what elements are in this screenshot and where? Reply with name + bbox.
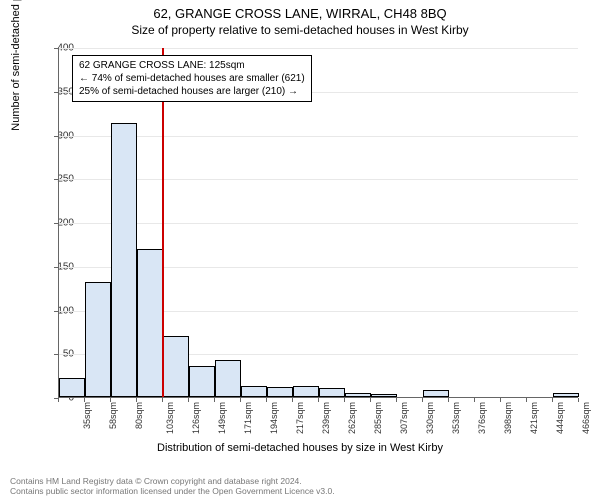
annotation-box: 62 GRANGE CROSS LANE: 125sqm ← 74% of se… bbox=[72, 55, 312, 102]
x-tick-label: 353sqm bbox=[451, 402, 461, 434]
x-tick-label: 444sqm bbox=[555, 402, 565, 434]
x-tick-label: 58sqm bbox=[108, 402, 118, 429]
x-tick-label: 149sqm bbox=[217, 402, 227, 434]
histogram-bar bbox=[111, 123, 137, 397]
histogram-bar bbox=[553, 393, 579, 397]
x-tick-label: 376sqm bbox=[477, 402, 487, 434]
histogram-bar bbox=[241, 386, 267, 397]
x-tick-label: 194sqm bbox=[269, 402, 279, 434]
x-tick-label: 285sqm bbox=[373, 402, 383, 434]
footer-line-1: Contains HM Land Registry data © Crown c… bbox=[10, 476, 335, 486]
chart-title: 62, GRANGE CROSS LANE, WIRRAL, CH48 8BQ bbox=[0, 0, 600, 21]
histogram-bar bbox=[59, 378, 85, 397]
histogram-bar bbox=[85, 282, 111, 398]
histogram-bar bbox=[345, 393, 371, 397]
histogram-bar bbox=[293, 386, 319, 397]
x-tick-label: 466sqm bbox=[581, 402, 591, 434]
x-tick-label: 35sqm bbox=[82, 402, 92, 429]
histogram-bar bbox=[371, 394, 397, 398]
histogram-bar bbox=[423, 390, 449, 397]
x-tick-label: 307sqm bbox=[399, 402, 409, 434]
x-axis-label: Distribution of semi-detached houses by … bbox=[0, 442, 600, 454]
x-tick-label: 171sqm bbox=[243, 402, 253, 434]
x-tick-label: 421sqm bbox=[529, 402, 539, 434]
histogram-bar bbox=[189, 366, 215, 398]
histogram-bar bbox=[267, 387, 293, 398]
annotation-line-1: 62 GRANGE CROSS LANE: 125sqm bbox=[79, 59, 305, 72]
histogram-bar bbox=[319, 388, 345, 397]
x-tick-label: 398sqm bbox=[503, 402, 513, 434]
x-tick-label: 80sqm bbox=[134, 402, 144, 429]
x-tick-label: 126sqm bbox=[191, 402, 201, 434]
x-tick-label: 217sqm bbox=[295, 402, 305, 434]
annotation-line-3: 25% of semi-detached houses are larger (… bbox=[79, 85, 305, 98]
chart-subtitle: Size of property relative to semi-detach… bbox=[0, 21, 600, 37]
histogram-bar bbox=[137, 249, 163, 397]
footer: Contains HM Land Registry data © Crown c… bbox=[10, 476, 335, 496]
histogram-bar bbox=[215, 360, 241, 397]
x-tick-label: 330sqm bbox=[425, 402, 435, 434]
histogram-bar bbox=[163, 336, 189, 397]
y-axis-label: Number of semi-detached properties bbox=[10, 0, 22, 131]
x-tick-label: 103sqm bbox=[165, 402, 175, 434]
x-tick-label: 262sqm bbox=[347, 402, 357, 434]
footer-line-2: Contains public sector information licen… bbox=[10, 486, 335, 496]
annotation-line-2: ← 74% of semi-detached houses are smalle… bbox=[79, 72, 305, 85]
x-tick-label: 239sqm bbox=[321, 402, 331, 434]
